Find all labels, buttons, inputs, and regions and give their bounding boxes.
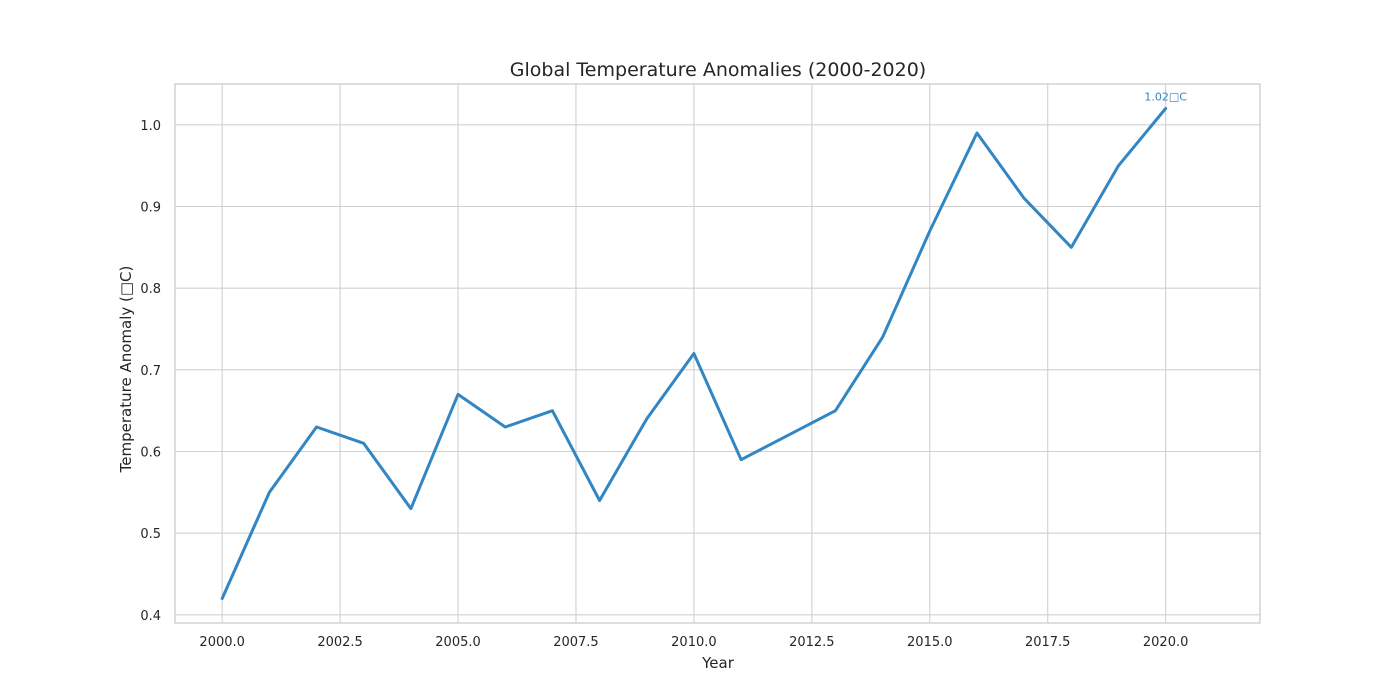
y-tick-label: 0.4 bbox=[140, 609, 161, 624]
x-tick-label: 2015.0 bbox=[907, 635, 953, 650]
x-tick-label: 2002.5 bbox=[317, 635, 363, 650]
x-tick-label: 2000.0 bbox=[199, 635, 245, 650]
y-tick-label: 0.6 bbox=[140, 446, 161, 461]
x-tick-label: 2017.5 bbox=[1025, 635, 1071, 650]
y-axis-title: Temperature Anomaly (□C) bbox=[117, 266, 135, 474]
x-tick-label: 2005.0 bbox=[435, 635, 481, 650]
x-tick-label: 2020.0 bbox=[1143, 635, 1189, 650]
y-tick-label: 0.8 bbox=[140, 282, 161, 297]
y-tick-label: 0.9 bbox=[140, 201, 161, 216]
x-tick-label: 2010.0 bbox=[671, 635, 717, 650]
x-tick-label: 2007.5 bbox=[553, 635, 599, 650]
y-tick-label: 0.5 bbox=[140, 527, 161, 542]
series-layer bbox=[220, 107, 1168, 600]
x-axis-title: Year bbox=[701, 654, 735, 672]
data-annotation: 1.02□C bbox=[1144, 91, 1187, 104]
x-tick-label: 2012.5 bbox=[789, 635, 835, 650]
y-tick-label: 0.7 bbox=[140, 364, 161, 379]
tick-labels: 2000.0 2002.5 2005.0 2007.5 2010.0 2012.5 2015… bbox=[140, 119, 1188, 650]
y-tick-label: 1.0 bbox=[140, 119, 161, 134]
plot-frame bbox=[174, 83, 1261, 624]
grid bbox=[175, 84, 1260, 623]
annotations: 1.02□C bbox=[1144, 91, 1187, 104]
chart-title: Global Temperature Anomalies (2000-2020) bbox=[510, 59, 926, 81]
series-line bbox=[220, 107, 1168, 600]
